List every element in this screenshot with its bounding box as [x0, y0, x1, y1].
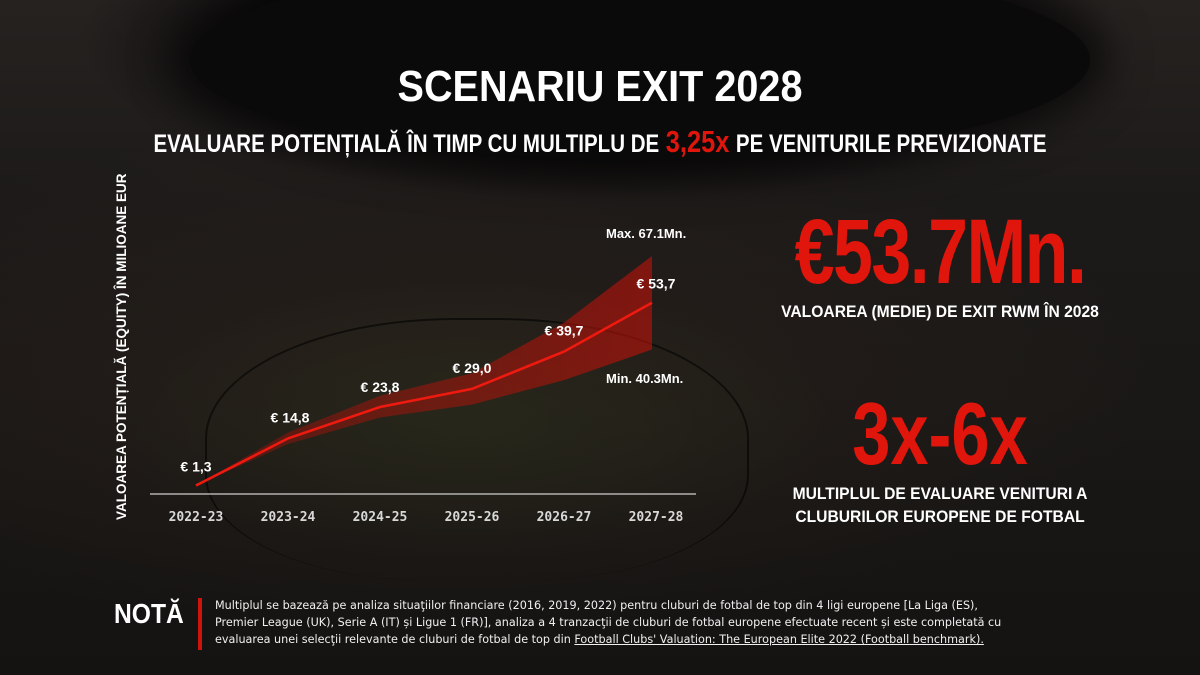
x-tick-label: 2026-27 [537, 510, 592, 525]
data-label: € 53,7 [637, 276, 676, 292]
subtitle-text-before: EVALUARE POTENȚIALĂ ÎN TIMP CU MULTIPLU … [153, 130, 660, 158]
data-label: € 23,8 [361, 379, 400, 395]
data-label: € 39,7 [545, 323, 584, 339]
x-tick-label: 2022-23 [169, 510, 224, 525]
x-tick-label: 2025-26 [445, 510, 500, 525]
confidence-band [196, 256, 652, 486]
background-pitch-outline [205, 318, 749, 580]
x-axis-ticks: 2022-23 2023-24 2024-25 2025-26 2026-27 2027-… [169, 510, 684, 525]
note-line-2: Premier League (UK), Serie A (IT) și Lig… [215, 616, 1002, 629]
note-line-1: Multiplul se bazează pe analiza situaţii… [215, 599, 978, 612]
x-tick-label: 2024-25 [353, 510, 408, 525]
note-line-3: evaluarea unei selecţii relevante de clu… [215, 631, 1115, 648]
page-title: SCENARIU EXIT 2028 [397, 62, 803, 111]
mean-valuation-line [195, 301, 653, 487]
background-stadium-roof [190, 0, 1090, 160]
note-divider [198, 598, 202, 650]
subtitle-text-after: PE VENITURILE PREVIZIONATE [735, 130, 1047, 158]
x-tick-label: 2023-24 [261, 510, 316, 525]
multiple-range-caption: MULTIPLUL DE EVALUARE VENITURI A CLUBURI… [756, 482, 1124, 528]
x-tick-label: 2027-28 [629, 510, 684, 525]
source-link[interactable]: Football Clubs' Valuation: The European … [574, 633, 984, 646]
note-line-3-text: evaluarea unei selecţii relevante de clu… [215, 633, 575, 646]
multiple-caption-line-1: MULTIPLUL DE EVALUARE VENITURI A [792, 484, 1088, 503]
data-label: € 29,0 [453, 360, 492, 376]
multiple-range-headline: 3x-6x [852, 384, 1028, 483]
note-text: Multiplul se bazează pe analiza situaţii… [215, 597, 1115, 648]
subtitle-multiple-highlight: 3,25x [665, 124, 730, 159]
exit-value-headline: €53.7Mn. [794, 201, 1087, 303]
max-annotation: Max. 67.1Mn. [606, 226, 686, 241]
exit-value-caption: VALOAREA (MEDIE) DE EXIT RWM ÎN 2028 [781, 302, 1099, 321]
data-label: € 14,8 [271, 409, 310, 425]
data-labels: € 1,3 € 14,8 € 23,8 € 29,0 € 39,7 € 53,7 [180, 276, 675, 475]
multiple-caption-line-2: CLUBURILOR EUROPENE DE FOTBAL [795, 507, 1085, 526]
page-subtitle: EVALUARE POTENȚIALĂ ÎN TIMP CU MULTIPLU … [108, 124, 1092, 160]
min-annotation: Min. 40.3Mn. [606, 371, 683, 386]
data-label: € 1,3 [180, 458, 211, 474]
note-label: NOTĂ [114, 598, 184, 629]
